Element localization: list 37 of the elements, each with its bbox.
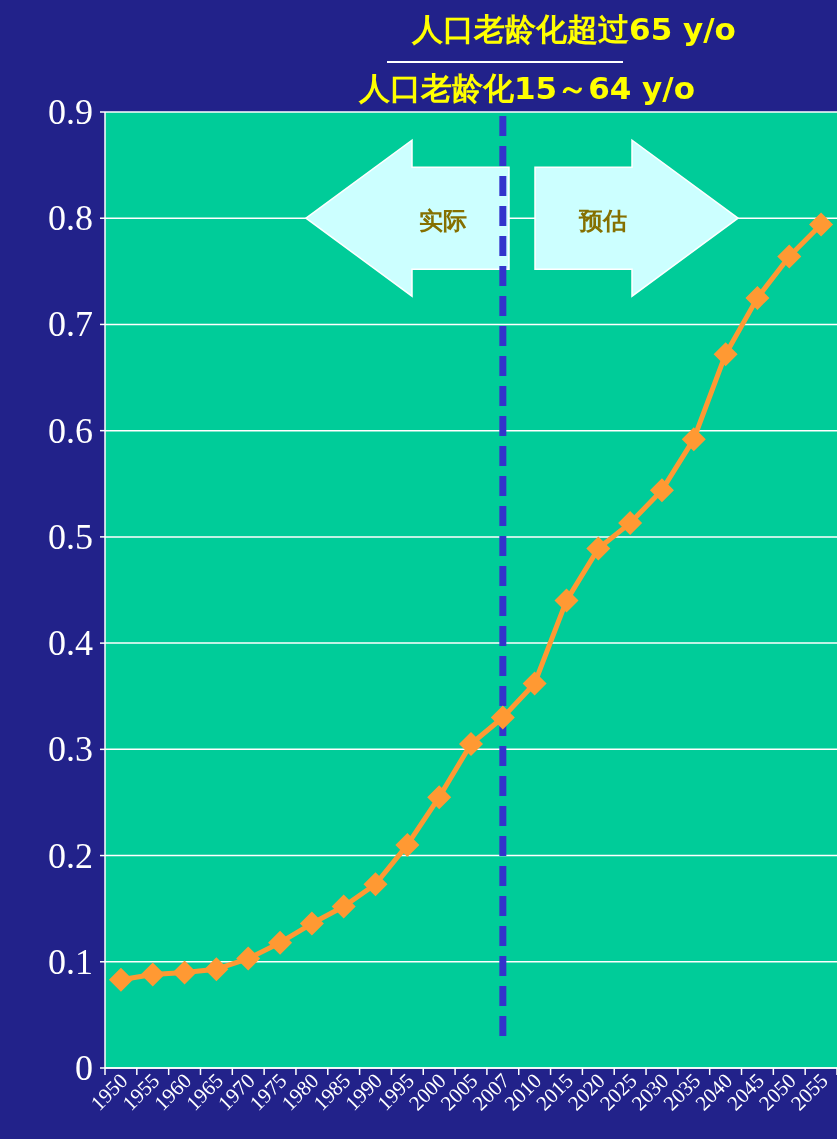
point bbox=[809, 212, 834, 237]
point bbox=[649, 478, 674, 503]
point bbox=[745, 285, 770, 310]
annotation: 实际 bbox=[419, 207, 467, 236]
y-tick-label: 0.4 bbox=[48, 623, 93, 664]
annotation: 预估 bbox=[578, 207, 627, 236]
point bbox=[713, 342, 738, 367]
y-tick-label: 0.5 bbox=[48, 516, 93, 557]
point bbox=[108, 967, 133, 992]
point bbox=[268, 930, 293, 955]
y-tick-label: 0.1 bbox=[48, 941, 93, 982]
point bbox=[363, 872, 388, 897]
point bbox=[681, 427, 706, 452]
point bbox=[522, 671, 547, 696]
point bbox=[618, 511, 643, 536]
point bbox=[140, 962, 165, 987]
y-tick-label: 0.6 bbox=[48, 410, 93, 451]
y-tick-label: 0.3 bbox=[48, 729, 93, 770]
point bbox=[204, 957, 229, 982]
point bbox=[586, 536, 611, 561]
point bbox=[236, 946, 261, 971]
point bbox=[427, 785, 452, 810]
chart-title: 人口老龄化超过65 y/o bbox=[411, 11, 736, 47]
y-tick-label: 0.7 bbox=[48, 304, 93, 345]
chart-subtitle: 人口老龄化15～64 y/o bbox=[358, 70, 695, 106]
y-tick-label: 0.9 bbox=[48, 92, 93, 132]
point bbox=[490, 705, 515, 730]
y-tick-label: 0 bbox=[75, 1048, 93, 1088]
point bbox=[172, 960, 197, 985]
point bbox=[459, 732, 483, 757]
point bbox=[299, 911, 324, 936]
point bbox=[777, 244, 802, 269]
point bbox=[554, 588, 579, 613]
point bbox=[395, 832, 420, 857]
y-tick-label: 0.2 bbox=[48, 835, 93, 876]
point bbox=[331, 894, 356, 919]
y-tick-label: 0.8 bbox=[48, 198, 93, 239]
